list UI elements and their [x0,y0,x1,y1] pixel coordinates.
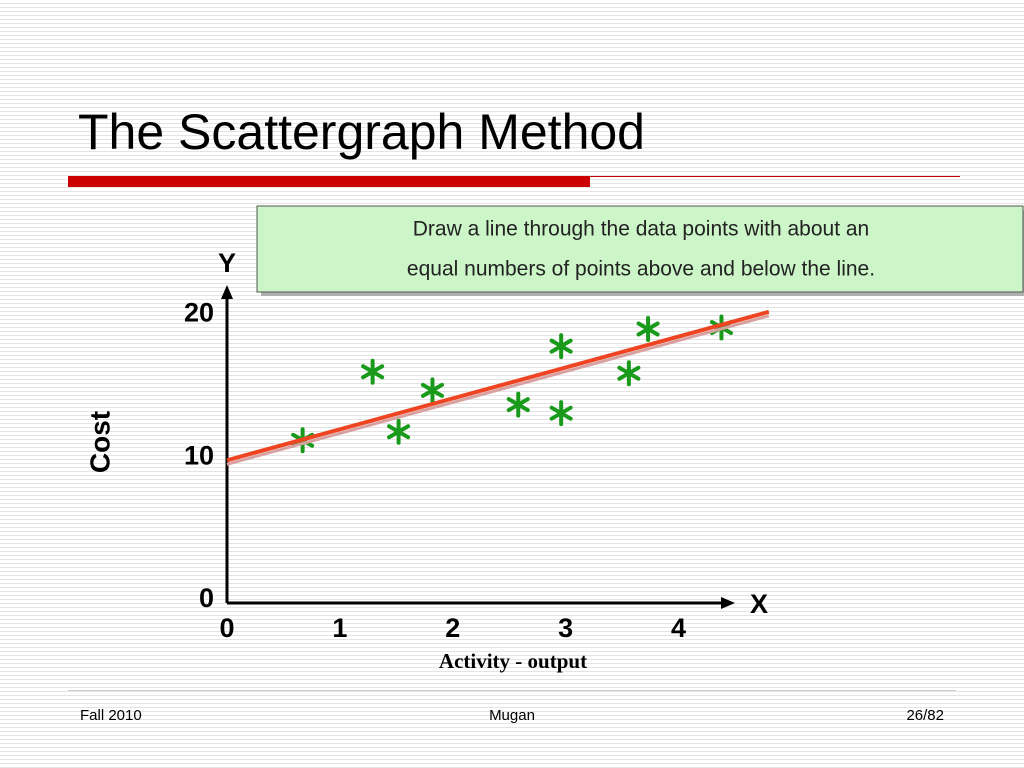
trend-line [226,309,770,463]
x-tick-label: 1 [332,613,347,643]
y-tick-label: 0 [199,583,214,613]
point [361,358,385,385]
x-tick-label: 3 [558,613,573,643]
x-axis-label: Activity - output [439,649,587,673]
point [549,400,573,427]
y-axis-label: Cost [84,411,115,473]
point [636,315,660,342]
footer-right: 26/82 [906,707,944,724]
x-arrow [721,597,735,609]
slide-title: The Scattergraph Method [78,104,645,160]
y-tick-label: 20 [184,298,214,328]
y-tick-label: 10 [184,440,214,470]
point [506,391,530,418]
footer-left: Fall 2010 [80,707,142,724]
x-tick-label: 2 [445,613,460,643]
point [617,360,641,387]
footer-center: Mugan [489,707,535,724]
x-axis-letter: X [750,589,768,619]
point [387,418,411,445]
x-tick-label: 0 [219,613,234,643]
point [420,377,444,404]
x-tick-label: 4 [671,613,686,643]
callout [256,205,1024,293]
trend-line-shadow [226,314,770,466]
y-axis-letter: Y [218,248,236,278]
callout-text: Draw a line through the data points with… [413,218,869,241]
callout-text: equal numbers of points above and below … [407,258,875,281]
title-bar [68,176,590,187]
point [549,333,573,360]
y-arrow [221,285,233,299]
